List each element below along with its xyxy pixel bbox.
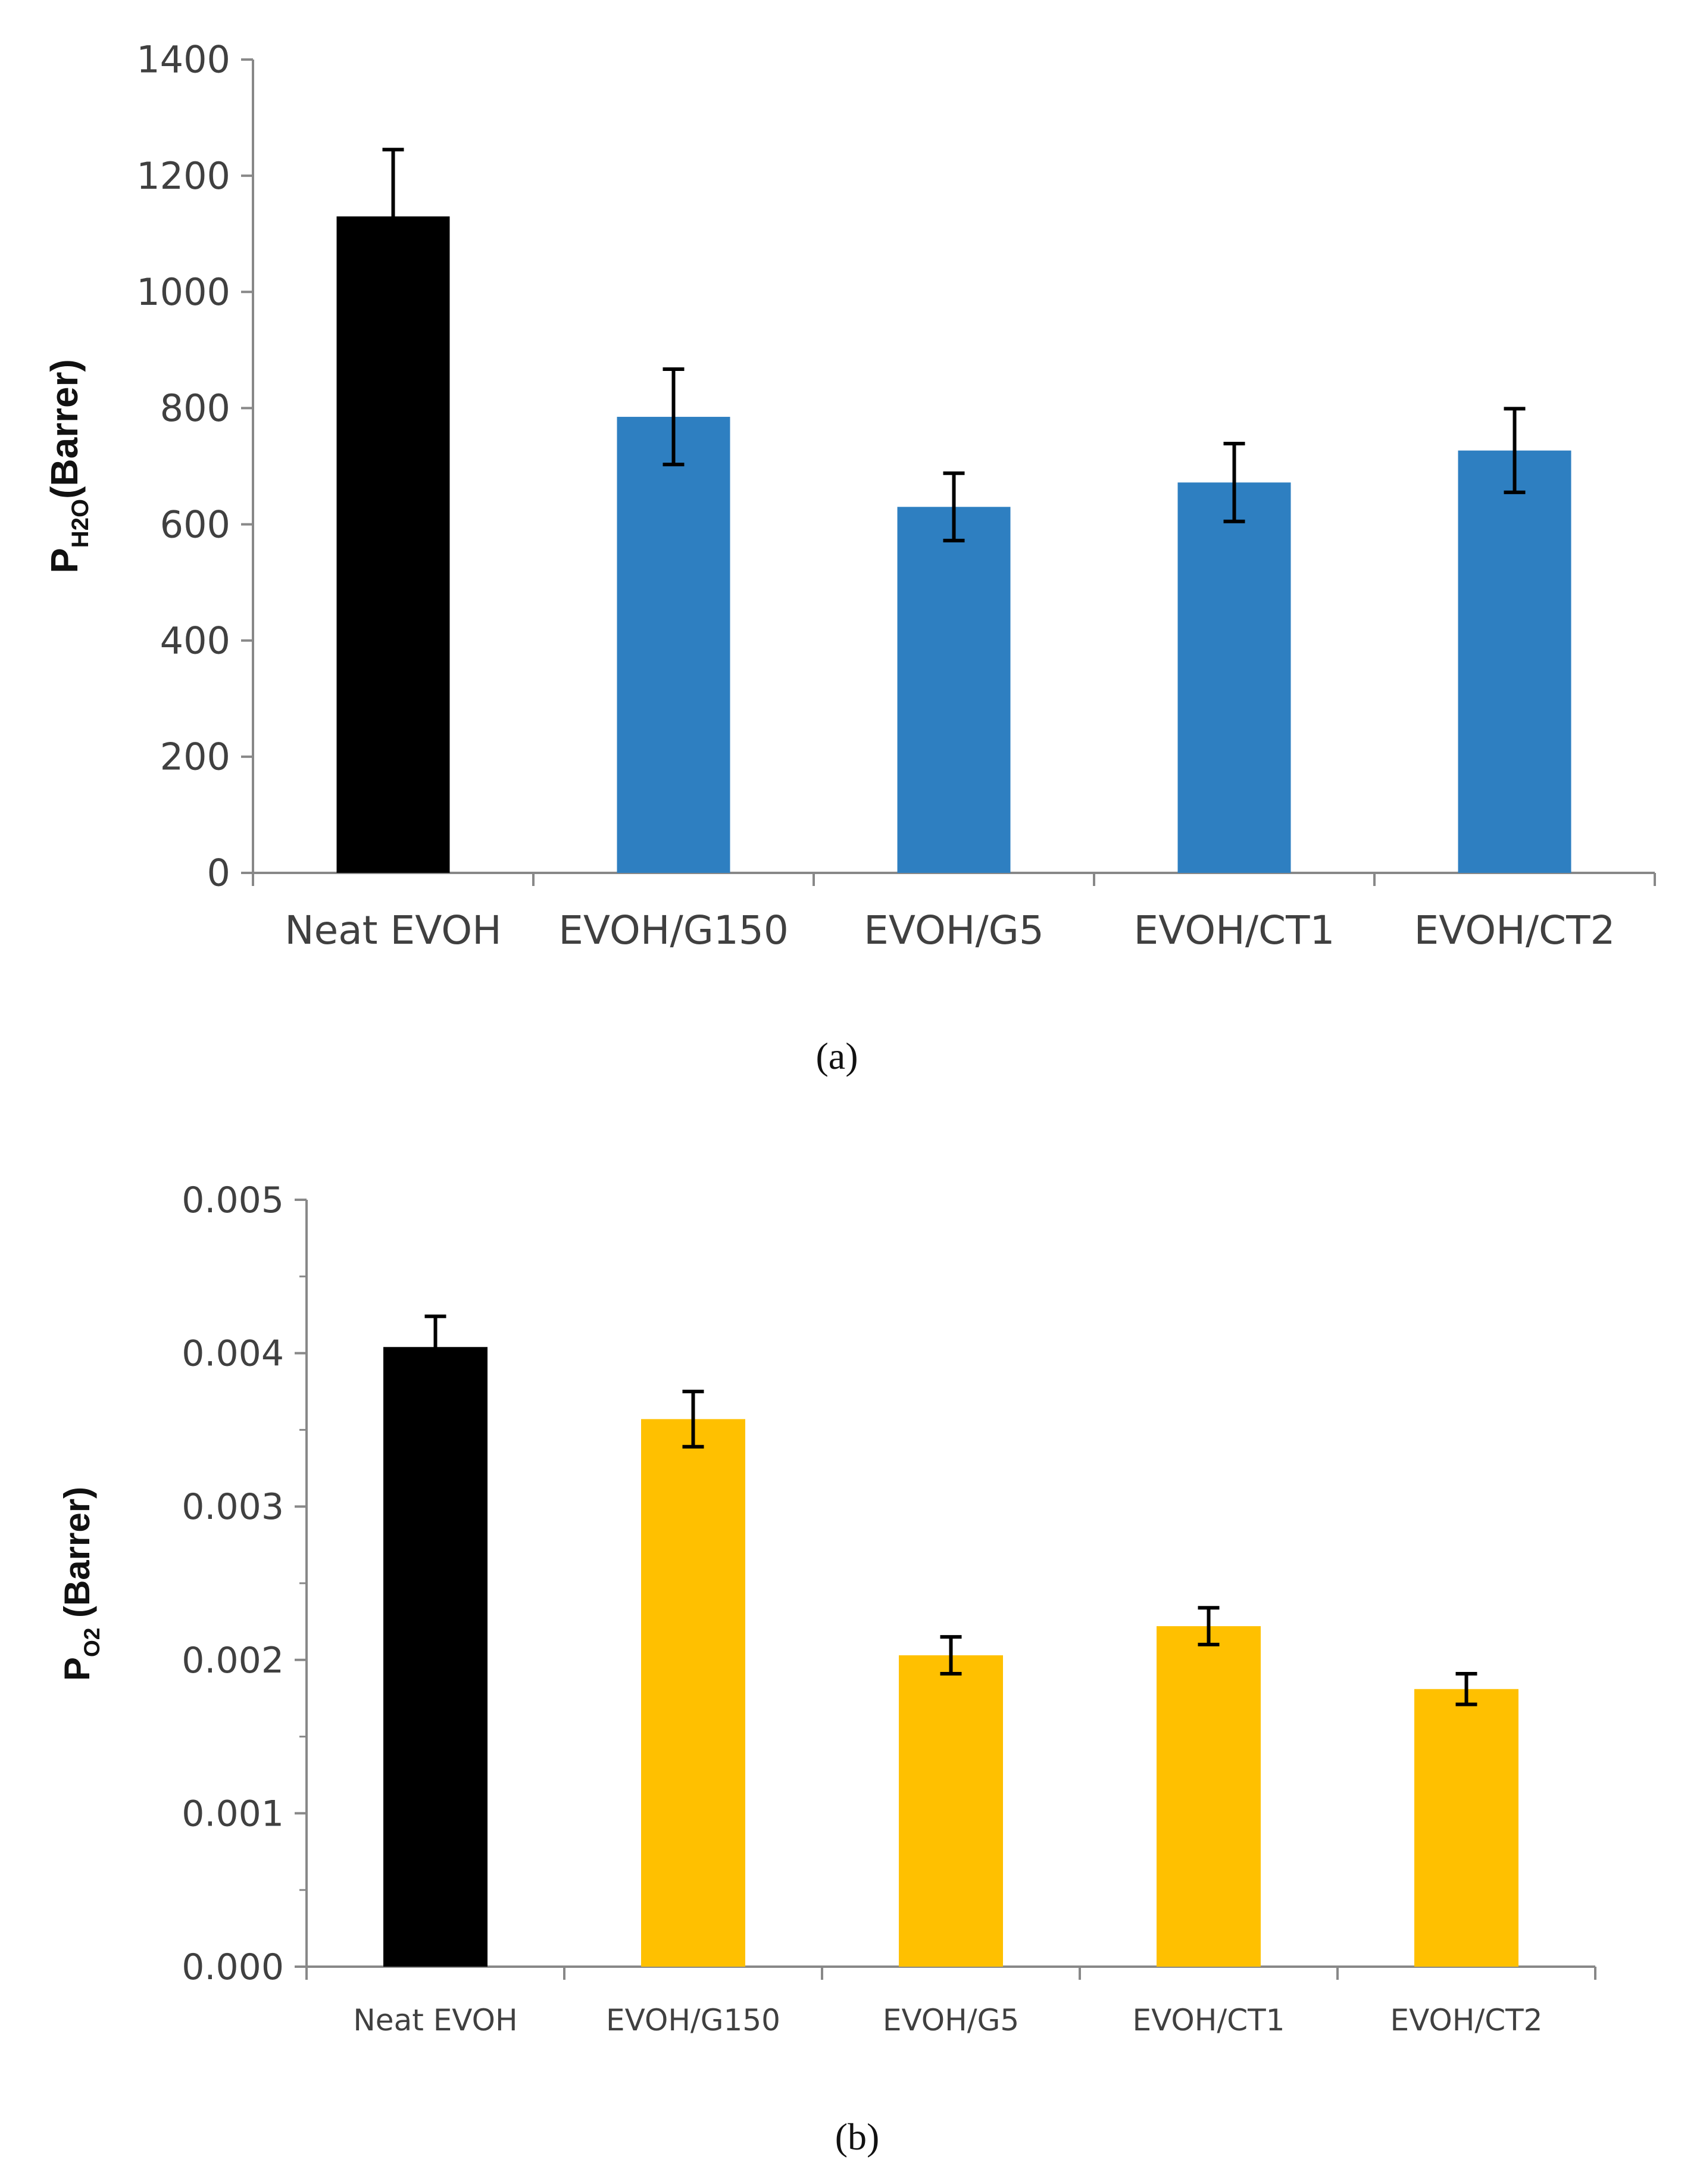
bar-evoh-g5 (897, 507, 1011, 873)
y-axis-label-subscript: O2 (80, 1628, 104, 1657)
x-category-label: EVOH/CT1 (1133, 2003, 1285, 2038)
y-axis-label-units: (Barrer) (57, 1487, 97, 1628)
y-tick-label: 0.003 (182, 1486, 284, 1528)
bar-evoh-ct1 (1177, 482, 1291, 873)
bar-evoh-ct2 (1458, 450, 1571, 873)
bar-evoh-g5 (899, 1655, 1003, 1967)
y-tick-label: 0.000 (182, 1946, 284, 1988)
x-category-label: EVOH/G150 (606, 2003, 780, 2038)
bar-evoh-ct1 (1157, 1626, 1261, 1967)
bar-neat-evoh (336, 216, 450, 873)
y-tick-label: 1000 (136, 270, 230, 314)
y-tick-label: 0.004 (182, 1333, 284, 1375)
x-category-label: EVOH/G150 (558, 907, 789, 953)
y-tick-label: 800 (160, 386, 230, 430)
x-category-label: EVOH/CT1 (1134, 907, 1335, 953)
panel-a-caption: (a) (815, 1035, 858, 1077)
panel-b-caption: (b) (835, 2116, 880, 2158)
panel-a: 0 200 400 600 800 1000 1200 1400 Neat EVOH EVOH/G… (43, 38, 1656, 1077)
y-tick-label: 200 (160, 735, 230, 779)
bar-evoh-g150 (641, 1419, 745, 1967)
y-tick-label: 1400 (136, 38, 230, 82)
y-tick-label: 0.002 (182, 1640, 284, 1681)
x-category-label: EVOH/CT2 (1390, 2003, 1543, 2038)
x-category-label: EVOH/CT2 (1414, 907, 1615, 953)
y-tick-label: 0 (207, 851, 230, 895)
y-axis-label: PO2 (Barrer) (57, 1487, 104, 1681)
y-axis-label: PH2O(Barrer) (43, 359, 93, 573)
y-tick-label: 600 (160, 503, 230, 546)
y-axis-label-subscript: H2O (67, 499, 93, 548)
y-tick-label: 1200 (136, 154, 230, 198)
bar-evoh-g150 (617, 417, 730, 873)
x-category-label: Neat EVOH (285, 907, 502, 953)
bar-neat-evoh (383, 1347, 488, 1967)
x-category-label: EVOH/G5 (864, 907, 1044, 953)
x-category-label: EVOH/G5 (883, 2003, 1019, 2038)
y-axis-label-symbol: P (57, 1657, 97, 1681)
y-axis-label-units: (Barrer) (43, 359, 86, 499)
panel-b: 0.000 0.001 0.002 0.003 0.004 0.005 Neat EVOH E… (57, 1180, 1596, 2158)
y-axis-label-symbol: P (43, 548, 86, 573)
x-category-label: Neat EVOH (353, 2003, 517, 2038)
y-tick-label: 0.001 (182, 1793, 284, 1834)
bar-evoh-ct2 (1414, 1689, 1518, 1967)
y-tick-label: 400 (160, 619, 230, 662)
y-tick-label: 0.005 (182, 1180, 284, 1221)
